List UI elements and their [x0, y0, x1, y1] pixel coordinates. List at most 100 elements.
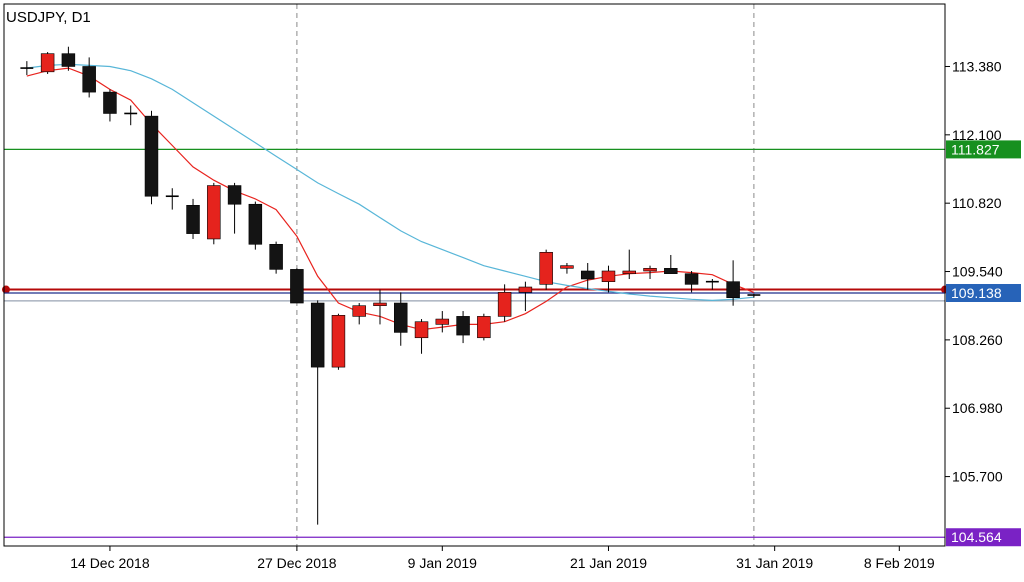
- candle-23: [497, 284, 512, 322]
- candle-34: [726, 260, 740, 306]
- price-labels: 111.827 109.138 104.564: [946, 140, 1021, 547]
- candle-10: [227, 182, 242, 234]
- candle-31: [664, 254, 678, 274]
- y-tick-label-2: 110.820: [952, 195, 1002, 211]
- candle-4: [103, 89, 117, 122]
- candle-body: [227, 185, 242, 205]
- candle-1: [40, 52, 55, 74]
- candle-13: [290, 268, 304, 304]
- candle-7: [165, 188, 179, 210]
- y-tick-label-4: 108.260: [952, 332, 1003, 348]
- x-tick-label-4: 31 Jan 2019: [736, 555, 813, 571]
- x-tick-label-1: 27 Dec 2018: [257, 555, 337, 571]
- plot-border: [3, 3, 946, 547]
- candle-5: [124, 105, 138, 126]
- y-tick-label-1: 112.100: [952, 127, 1002, 143]
- moving-average-1: [26, 63, 754, 302]
- price-label-text: 104.564: [951, 529, 1002, 545]
- price-label-2: 109.138: [946, 283, 1021, 302]
- candle-body: [497, 292, 512, 317]
- candle-25: [539, 249, 553, 290]
- candle-body: [414, 321, 429, 339]
- candle-body: [352, 305, 366, 317]
- candle-body: [560, 265, 574, 269]
- candle-20: [435, 311, 450, 333]
- x-tick-label-3: 21 Jan 2019: [570, 555, 647, 571]
- chart-title: USDJPY, D1: [6, 9, 91, 26]
- candle-body: [518, 286, 533, 293]
- candle-body: [539, 252, 553, 285]
- price-label-bg: [946, 283, 1021, 302]
- candle-body: [186, 205, 200, 234]
- candle-body: [144, 115, 159, 197]
- candle-35: [747, 293, 761, 298]
- price-label-bg: [946, 140, 1021, 159]
- candle-body: [248, 203, 263, 245]
- candle-8: [186, 198, 200, 239]
- candle-body: [269, 243, 283, 270]
- candle-15: [331, 313, 346, 370]
- time-axis[interactable]: 14 Dec 2018 27 Dec 2018 9 Jan 2019 21 Jan 2…: [70, 546, 935, 571]
- price-label-bg: [946, 528, 1021, 547]
- candle-28: [601, 265, 616, 293]
- candle-21: [456, 311, 470, 344]
- candle-body: [435, 318, 450, 325]
- candle-body: [664, 268, 678, 274]
- y-tick-label-6: 105.700: [952, 469, 1003, 485]
- candle-19: [414, 319, 429, 354]
- y-tick-label-3: 109.540: [952, 264, 1003, 280]
- candle-9: [207, 182, 221, 245]
- candle-body: [622, 270, 636, 274]
- candle-17: [373, 289, 387, 325]
- candle-29: [622, 249, 636, 280]
- candle-3: [82, 57, 96, 98]
- candle-body: [456, 316, 470, 336]
- candle-body: [580, 270, 595, 280]
- candle-body: [331, 315, 346, 368]
- candle-body: [684, 273, 699, 285]
- y-tick-label-5: 106.980: [952, 400, 1003, 416]
- candle-18: [394, 292, 408, 346]
- candle-2: [61, 46, 76, 71]
- candle-body: [373, 302, 387, 307]
- candle-24: [518, 281, 533, 312]
- candle-16: [352, 303, 366, 325]
- candle-body: [601, 270, 616, 282]
- candle-body: [290, 269, 304, 304]
- x-tick-label-2: 9 Jan 2019: [408, 555, 477, 571]
- candle-11: [248, 201, 263, 250]
- candle-26: [560, 262, 574, 274]
- chart-frame: [3, 3, 946, 547]
- x-tick-label-0: 14 Dec 2018: [70, 555, 150, 571]
- candles: [20, 46, 761, 525]
- candle-33: [705, 279, 719, 290]
- candle-body: [726, 281, 740, 298]
- y-tick-label-0: 113.380: [952, 58, 1002, 74]
- candle-body: [207, 185, 221, 240]
- candle-6: [144, 110, 159, 205]
- candle-27: [580, 262, 595, 290]
- price-label-text: 111.827: [951, 141, 1000, 157]
- candle-body: [643, 268, 657, 272]
- line-anchor-left-1[interactable]: [2, 285, 10, 294]
- candle-body: [103, 91, 117, 114]
- candle-body: [394, 302, 408, 333]
- candle-body: [40, 53, 55, 73]
- candle-12: [269, 241, 283, 274]
- price-label-4: 104.564: [946, 528, 1021, 547]
- candle-body: [61, 53, 76, 67]
- x-tick-label-5: 8 Feb 2019: [864, 555, 935, 571]
- price-label-0: 111.827: [946, 140, 1021, 159]
- price-label-text: 109.138: [951, 285, 1002, 301]
- candle-30: [643, 265, 657, 280]
- candle-0: [20, 61, 34, 76]
- candle-14: [310, 300, 325, 525]
- candle-body: [82, 66, 96, 93]
- price-axis[interactable]: 113.380 112.100 110.820 109.540 108.260 106.9…: [945, 58, 1003, 485]
- candle-32: [684, 270, 699, 293]
- candle-22: [477, 313, 491, 341]
- candle-body: [310, 302, 325, 368]
